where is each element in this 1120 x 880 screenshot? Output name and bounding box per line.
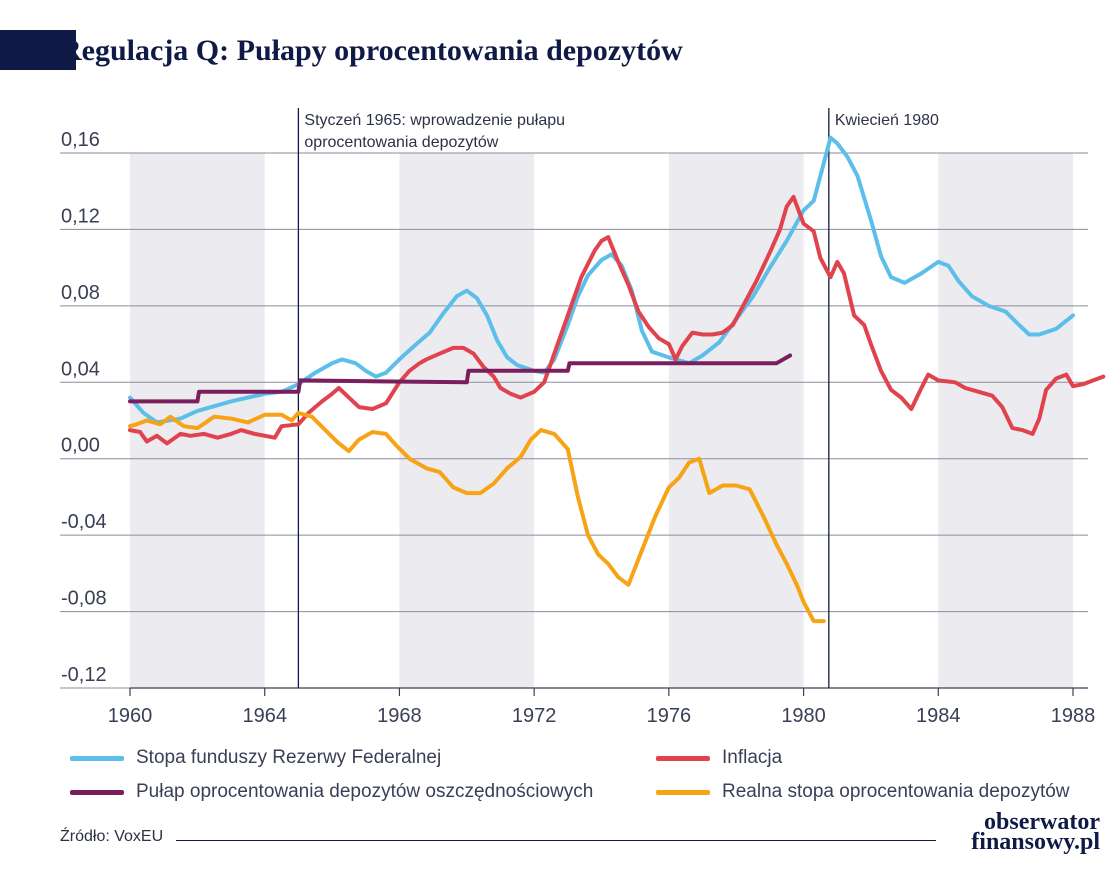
grid-lines [60,152,1088,689]
y-tick-label: 0,00 [61,435,100,457]
series-line-inflation [128,194,1106,446]
series-line-fed [128,135,1075,425]
source-note: Źródło: VoxEU [60,828,164,845]
shaded-period-1 [399,153,535,688]
legend-label-fed: Stopa funduszy Rezerwy Federalnej [136,747,442,768]
series-lines [128,135,1106,624]
annotation-text: oprocentowania depozytów [304,134,498,151]
recession-shading [130,153,1073,688]
chart-title: Regulacja Q: Pułapy oprocentowania depoz… [60,34,683,67]
annotation-text: Kwiecień 1980 [835,112,939,129]
legend-swatch-inflation [656,756,710,761]
shaded-period-2 [668,153,804,688]
x-tick-label: 1984 [916,705,961,727]
x-tick-label: 1976 [647,705,692,727]
series-line-ceiling [128,353,793,404]
y-tick-label: 0,08 [61,282,100,304]
x-tick-label: 1968 [377,705,422,727]
x-tick-label: 1960 [108,705,153,727]
series-line-real [128,410,826,624]
annotations: Styczeń 1965: wprowadzenie pułapu oprocen… [297,108,939,688]
legend-swatch-real [656,790,710,795]
y-tick-label: 0,04 [61,358,100,380]
y-tick-label: 0,12 [61,205,100,227]
brand-line-2: finansowy.pl [971,829,1100,855]
legend-swatch-fed [70,756,124,761]
x-tick-label: 1972 [512,705,557,727]
x-tick-label: 1964 [242,705,287,727]
y-tick-label: -0,08 [61,588,107,610]
footer-divider [176,840,936,841]
y-tick-label: -0,04 [61,511,107,533]
brand-line-1: obserwator [984,809,1100,835]
legend: Stopa funduszy Rezerwy Federalnej Inflac… [70,746,1120,806]
shaded-period-3 [938,153,1073,688]
legend-label-real: Realna stopa oprocentowania depozytów [722,781,1070,802]
legend-swatch-ceiling [70,790,124,795]
x-tick-label: 1988 [1051,705,1096,727]
y-tick-label: 0,16 [61,129,100,151]
annotation-text: Styczeń 1965: wprowadzenie pułapu [304,112,565,129]
legend-label-inflation: Inflacja [722,747,783,768]
title-accent-bar [0,30,76,70]
x-tick-label: 1980 [781,705,826,727]
y-tick-label: -0,12 [61,664,107,686]
brand-logo: obserwator finansowy.pl [940,810,1100,854]
legend-label-ceiling: Pułap oprocentowania depozytów oszczędno… [136,781,594,802]
